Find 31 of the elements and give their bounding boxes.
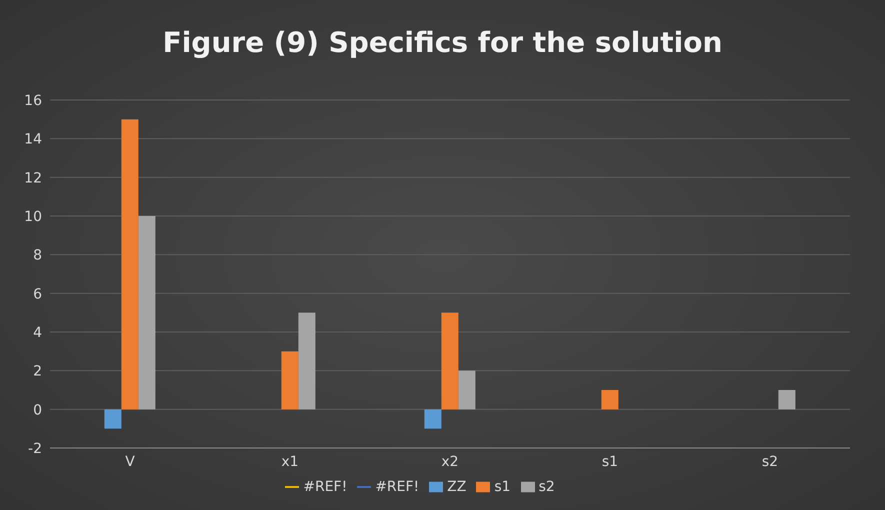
y-tick-label: 10 [24, 208, 42, 225]
y-tick-label: 16 [24, 92, 42, 109]
bar [458, 370, 476, 410]
y-tick-label: 4 [33, 324, 42, 341]
y-tick-label: 8 [33, 248, 42, 264]
bar [121, 119, 138, 410]
bar [601, 390, 618, 410]
x-tick-label: x1 [281, 454, 299, 470]
y-tick-label: 6 [33, 286, 42, 302]
x-tick-label: s2 [762, 454, 778, 470]
bar [424, 409, 442, 429]
y-tick-label: 12 [24, 170, 42, 186]
legend-label: #REF! [375, 479, 420, 495]
bar [104, 409, 122, 429]
bar [441, 312, 458, 410]
x-tick-label: s1 [602, 454, 618, 470]
x-tick-label: x2 [441, 454, 459, 470]
bar [298, 312, 316, 410]
x-tick-label: V [125, 454, 136, 470]
y-tick-label: 0 [33, 402, 42, 418]
legend-label: s1 [494, 479, 511, 495]
bar [281, 351, 298, 410]
y-tick-label: -2 [28, 440, 42, 457]
legend-label: #REF! [303, 479, 348, 495]
legend-label: s2 [538, 479, 555, 495]
legend-label: ZZ [447, 479, 466, 495]
y-tick-label: 2 [33, 364, 42, 380]
bar [778, 390, 796, 410]
bar [138, 216, 156, 410]
chart-title: Figure (9) Specifics for the solution [162, 26, 724, 59]
y-tick-label: 14 [24, 132, 42, 148]
